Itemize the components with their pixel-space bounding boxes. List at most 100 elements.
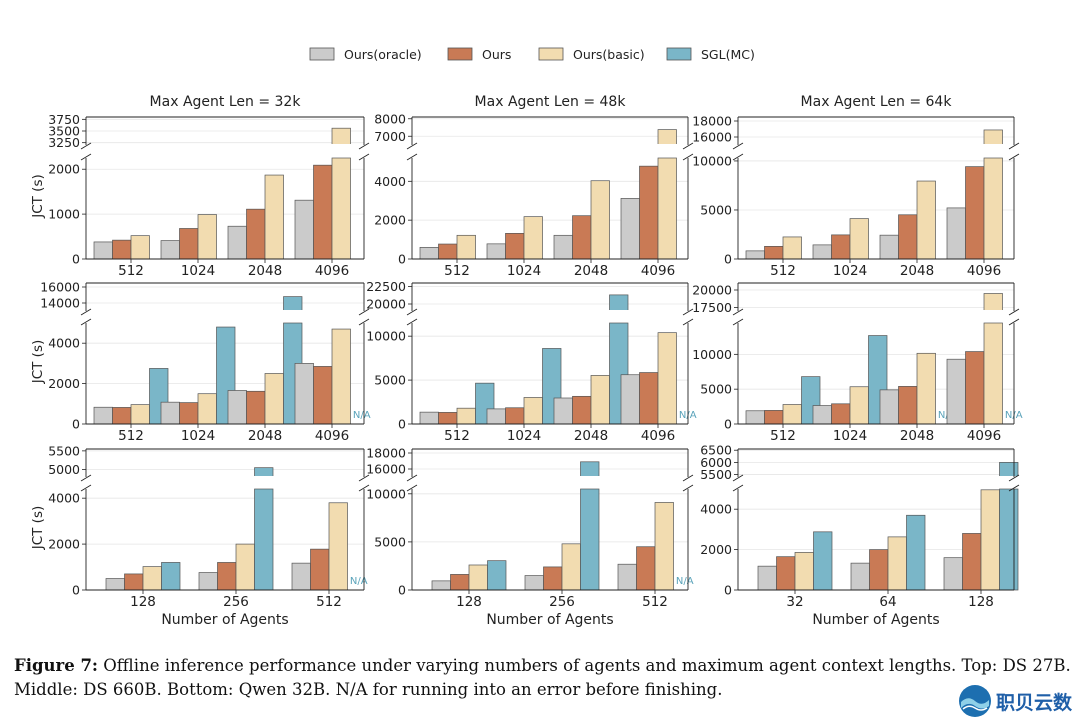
panel-8-ytick-upper-2: 6500 (700, 443, 732, 458)
panel-4-ytick-lower-1: 5000 (374, 373, 406, 388)
panel-6-bar-0-3 (161, 562, 181, 591)
panel-8-xtick-1: 64 (879, 594, 896, 610)
panel-3-bar-1-2 (197, 393, 217, 425)
panel-1-xtick-1: 1024 (507, 263, 541, 279)
panel-1-bar-2-0 (553, 234, 573, 260)
panel-8-bar-2-3-gap (999, 476, 1019, 479)
panel-6-bar-1-3-upper (254, 467, 274, 478)
panel-2-bar-1-2 (849, 218, 869, 260)
panel-7-bar-0-1 (450, 574, 470, 591)
panel-1-bar-3-2-upper (657, 129, 677, 146)
panel-4-break-mark-3 (682, 318, 694, 326)
panel-8-bar-0-0 (757, 565, 777, 591)
panel-8-ytick-lower-0: 0 (724, 583, 732, 598)
panel-3-bar-2-0 (227, 390, 247, 425)
panel-8-ytick-upper-0: 5500 (700, 467, 732, 482)
panel-2-bar-1-0 (812, 244, 832, 260)
panel-7-bar-1-0 (524, 575, 544, 591)
column-title-2: Max Agent Len = 64k (801, 94, 953, 110)
panel-6-bar-2-0 (291, 562, 311, 591)
watermark-text: 职贝云数 (995, 691, 1072, 714)
panel-3-xtick-0: 512 (118, 428, 144, 444)
panel-2-ytick-lower-0: 0 (724, 252, 732, 267)
panel-4-xtick-0: 512 (444, 428, 470, 444)
panel-3-break-mark-0 (80, 308, 92, 316)
panel-6-ytick-upper-0: 5000 (48, 462, 80, 477)
panel-1-bar-2-1 (572, 215, 592, 260)
panel-2-bar-0-0 (745, 250, 765, 260)
figure-chart: Ours(oracle) Ours Ours(basic) SGL(MC) Max Ag… (30, 47, 1023, 628)
panel-2-bar-3-1 (965, 166, 985, 260)
panel-5-bar-1-0 (812, 405, 832, 425)
panel-8-bar-2-3-lower (999, 488, 1019, 591)
panel-1-break-mark-2 (682, 142, 694, 150)
panel-8-bar-0-1 (776, 556, 796, 591)
panel-5-bar-0-2 (782, 404, 802, 425)
panel-5-bar-3-1 (965, 351, 985, 425)
panel-7-bar-1-2 (561, 543, 581, 591)
panel-6-ytick-lower-0: 0 (72, 583, 80, 598)
panel-2-bar-2-1 (898, 214, 918, 260)
legend-label-0: Ours(oracle) (344, 47, 422, 62)
panel-8-bar-0-2 (794, 552, 814, 591)
panel-7-bar-2-2 (654, 502, 674, 591)
panel-7-break-mark-0 (406, 474, 418, 482)
legend-label-1: Ours (482, 47, 511, 62)
panel-1-bar-3-2-lower (657, 157, 677, 260)
panel-5-bar-1-1 (831, 403, 851, 425)
panel-1-bar-0-0 (419, 246, 439, 260)
panel-3-bar-3-0 (294, 363, 314, 425)
panel-5-bar-0-1 (764, 410, 784, 425)
panel-5-break-mark-3 (1008, 318, 1020, 326)
legend-swatch-1 (447, 47, 473, 61)
panel-4-bar-3-0 (620, 374, 640, 425)
panel-2-bar-3-2-gap (983, 144, 1003, 147)
panel-6-xtick-0: 128 (130, 594, 156, 610)
panel-2-ytick-lower-1: 5000 (700, 202, 732, 217)
panel-8-bar-1-3 (906, 514, 926, 591)
panel-7-bar-0-0 (431, 580, 451, 591)
panel-8-ytick-lower-2: 4000 (700, 502, 732, 517)
panel-3-break-mark-2 (358, 308, 370, 316)
panel-5-ytick-lower-2: 10000 (692, 347, 732, 362)
panel-6-ytick-lower-2: 4000 (48, 491, 80, 506)
panel-3-bar-2-2 (264, 373, 284, 425)
panel-8-bar-2-1 (962, 533, 982, 591)
panel-1-ytick-lower-1: 2000 (374, 213, 406, 228)
panel-4-bar-3-2 (657, 332, 677, 425)
panel-2-bar-0-1 (764, 246, 784, 260)
panel-3-ytick-lower-0: 0 (72, 417, 80, 432)
panel-5-break-mark-1 (732, 318, 744, 326)
legend-label-2: Ours(basic) (573, 47, 645, 62)
panel-0-bar-3-1 (313, 164, 333, 260)
panel-4-bar-1-0 (486, 408, 506, 425)
panel-6-break-mark-2 (358, 474, 370, 482)
panel-7-ytick-lower-0: 0 (398, 583, 406, 598)
panel-7-ytick-upper-1: 18000 (366, 446, 406, 461)
panel-1-xtick-2: 2048 (574, 263, 608, 279)
panel-5-xtick-1: 1024 (833, 428, 867, 444)
panel-8-bar-1-0 (850, 562, 870, 591)
panel-0-bar-2-2 (264, 174, 284, 260)
panel-7-break-mark-3 (682, 484, 694, 492)
panel-4-xtick-1: 1024 (507, 428, 541, 444)
panel-0-break-mark-3 (358, 153, 370, 161)
panel-0-bar-0-1 (112, 239, 132, 260)
panel-4-xtick-2: 2048 (574, 428, 608, 444)
legend-label-3: SGL(MC) (701, 47, 755, 62)
panel-2-ytick-lower-2: 10000 (692, 153, 732, 168)
panel-7-bar-2-1 (636, 546, 656, 591)
panel-3-ylabel: JCT (s) (30, 340, 46, 385)
panel-6-break-mark-3 (358, 484, 370, 492)
panel-6-bar-0-1 (124, 573, 144, 591)
panel-5-bar-3-2-gap (983, 310, 1003, 313)
panel-0-ytick-lower-0: 0 (72, 252, 80, 267)
panel-4-xtick-3: 4096 (641, 428, 675, 444)
panel-1-xtick-3: 4096 (641, 263, 675, 279)
panel-0-xtick-2: 2048 (248, 263, 282, 279)
panel-0-xtick-3: 4096 (315, 263, 349, 279)
panel-5-break-mark-0 (732, 308, 744, 316)
panel-1-bar-3-1 (639, 165, 659, 260)
panel-8-ytick-lower-1: 2000 (700, 542, 732, 557)
panel-3-ytick-lower-2: 4000 (48, 336, 80, 351)
